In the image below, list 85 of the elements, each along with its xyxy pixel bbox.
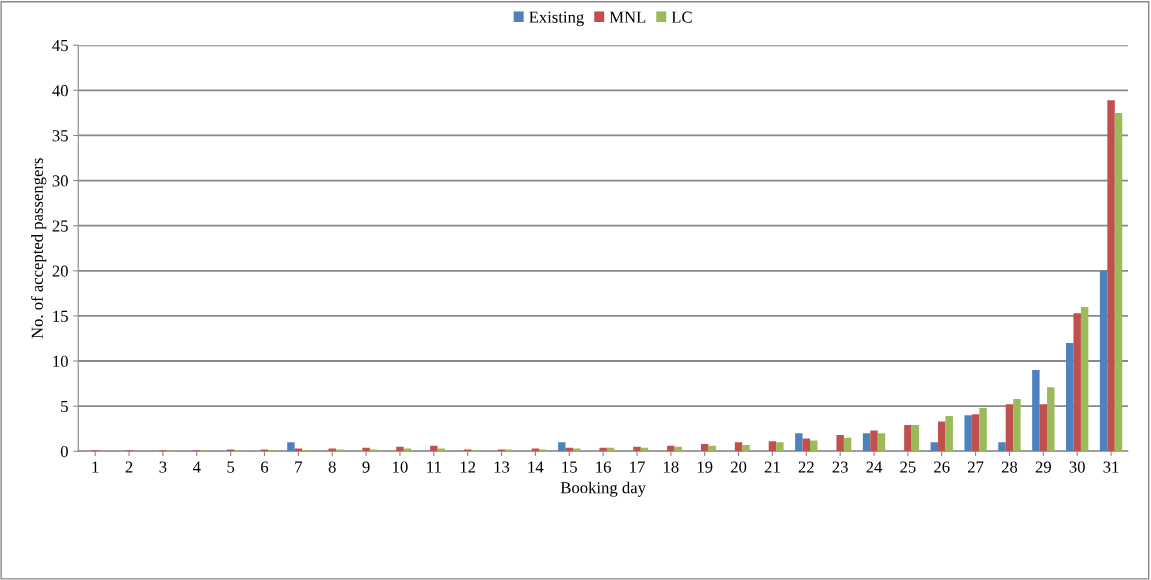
legend-label: MNL <box>609 11 646 23</box>
x-tick-label: 1 <box>92 461 99 473</box>
x-tick-label: 16 <box>596 461 611 473</box>
x-tick-label: 30 <box>1069 461 1085 473</box>
x-tick-label: 10 <box>393 461 408 473</box>
bar <box>1099 270 1108 452</box>
x-tick-label: 7 <box>295 461 303 473</box>
x-tick-label: 11 <box>427 461 441 473</box>
y-tick-label: 30 <box>52 175 68 187</box>
x-tick-label: 17 <box>630 461 645 473</box>
x-tick-label: 31 <box>1103 461 1119 473</box>
x-tick-label: 18 <box>663 461 679 473</box>
bar <box>1114 112 1123 452</box>
x-tick-label: 3 <box>159 461 167 473</box>
bar <box>843 437 852 452</box>
bar <box>870 430 878 452</box>
bar <box>836 435 844 452</box>
y-tick-label: 0 <box>60 445 68 458</box>
bar <box>810 440 818 452</box>
bar <box>633 446 641 452</box>
x-tick-label: 25 <box>900 461 916 473</box>
x-tick-label: 21 <box>764 461 780 473</box>
bar <box>1047 387 1055 452</box>
x-tick-label: 6 <box>261 461 269 473</box>
x-tick-label: 19 <box>697 461 713 473</box>
bar <box>1073 313 1081 452</box>
bar <box>287 442 295 452</box>
x-tick-label: 4 <box>192 461 201 473</box>
x-tick-label: 5 <box>227 461 235 473</box>
y-axis-title: No. of accepted passengers <box>30 158 47 339</box>
bar <box>700 444 709 452</box>
bar <box>768 441 777 452</box>
bar <box>430 445 438 452</box>
bar <box>708 445 716 452</box>
y-tick-label: 25 <box>52 220 68 232</box>
x-tick-label: 2 <box>125 461 133 473</box>
bar <box>911 425 920 452</box>
x-tick-label: 27 <box>968 461 984 473</box>
bar <box>776 442 784 452</box>
bar <box>998 442 1006 452</box>
bar <box>396 446 404 452</box>
bar <box>667 445 675 452</box>
bar <box>558 442 566 452</box>
y-tick-label: 35 <box>52 130 68 142</box>
bar <box>1013 398 1021 452</box>
x-tick-label: 24 <box>866 461 883 473</box>
y-tick-label: 5 <box>61 401 68 413</box>
y-tick-label: 40 <box>52 85 68 97</box>
x-tick-label: 29 <box>1035 461 1051 473</box>
bar <box>971 414 980 452</box>
x-tick-label: 23 <box>832 461 848 473</box>
legend-label: Existing <box>529 11 584 27</box>
x-tick-label: 20 <box>730 461 747 473</box>
x-tick-label: 26 <box>934 461 950 473</box>
bar <box>1039 404 1048 452</box>
x-tick-label: 14 <box>528 461 544 473</box>
bar <box>1107 100 1115 452</box>
bar <box>877 433 886 452</box>
bar <box>938 421 946 452</box>
bar <box>795 433 803 452</box>
bar <box>930 442 939 452</box>
bar <box>1066 342 1074 452</box>
bar <box>734 442 743 452</box>
y-tick-label: 45 <box>52 40 68 52</box>
y-tick-label: 10 <box>53 355 68 367</box>
bar <box>964 415 972 452</box>
x-tick-label: 9 <box>362 461 370 473</box>
legend-label: LC <box>671 11 692 23</box>
x-tick-label: 13 <box>494 461 510 473</box>
x-tick-label: 15 <box>562 461 577 473</box>
bar <box>945 416 953 452</box>
x-tick-label: 12 <box>460 461 476 473</box>
x-axis-title: Booking day <box>560 481 646 497</box>
y-tick-label: 15 <box>53 310 68 322</box>
bar <box>1005 404 1014 452</box>
x-tick-label: 8 <box>328 461 336 473</box>
bar <box>979 407 987 452</box>
bar <box>1080 306 1089 452</box>
x-tick-label: 28 <box>1001 461 1018 473</box>
bar <box>1032 370 1040 452</box>
bar <box>862 433 871 452</box>
y-tick-label: 20 <box>52 265 68 277</box>
x-tick-label: 22 <box>798 461 814 473</box>
bar <box>904 425 912 452</box>
bar <box>742 444 750 452</box>
